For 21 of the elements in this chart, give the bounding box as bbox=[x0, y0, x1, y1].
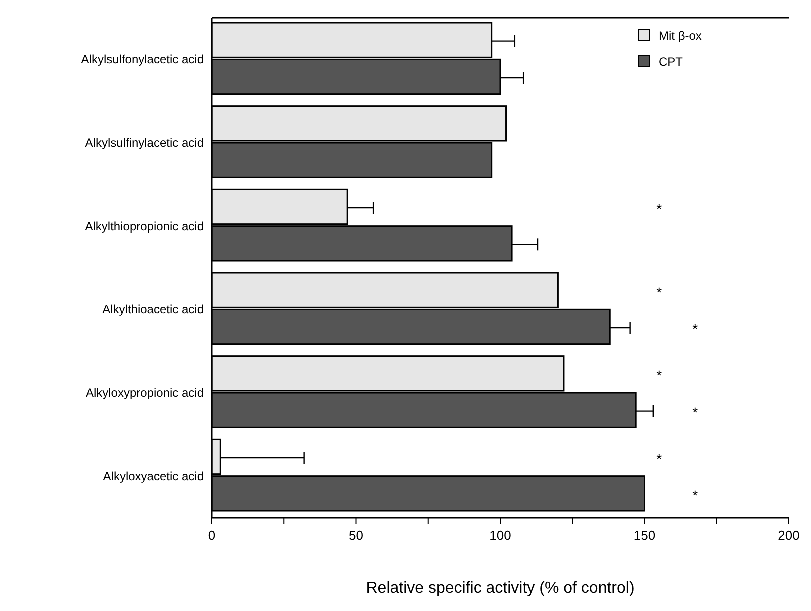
y-tick-label: Alkylthiopropionic acid bbox=[85, 219, 204, 234]
legend-label: CPT bbox=[659, 55, 684, 69]
x-tick-label: 50 bbox=[349, 528, 364, 543]
data-label: * bbox=[692, 488, 699, 504]
data-label: * bbox=[656, 368, 663, 384]
data-label: * bbox=[692, 321, 699, 337]
data-label: * bbox=[692, 404, 699, 420]
y-tick-label: Alkyloxyacetic acid bbox=[103, 469, 204, 484]
legend-label: Mit β-ox bbox=[659, 29, 702, 43]
y-tick-label: Alkylthioacetic acid bbox=[102, 302, 204, 317]
data-label: * bbox=[656, 201, 663, 217]
y-tick-label: Alkylsulfinylacetic acid bbox=[85, 136, 204, 150]
y-tick-label: Alkyloxypropionic acid bbox=[86, 386, 204, 400]
x-tick-label: 200 bbox=[778, 528, 800, 543]
x-axis-title: Relative specific activity (% of control) bbox=[366, 580, 635, 597]
x-tick-label: 100 bbox=[490, 528, 512, 543]
data-label: * bbox=[656, 284, 663, 300]
y-tick-label: Alkylsulfonylacetic acid bbox=[81, 52, 204, 67]
data-label: * bbox=[656, 451, 663, 467]
x-tick-label: 150 bbox=[634, 528, 656, 543]
x-tick-label: 0 bbox=[208, 528, 216, 543]
